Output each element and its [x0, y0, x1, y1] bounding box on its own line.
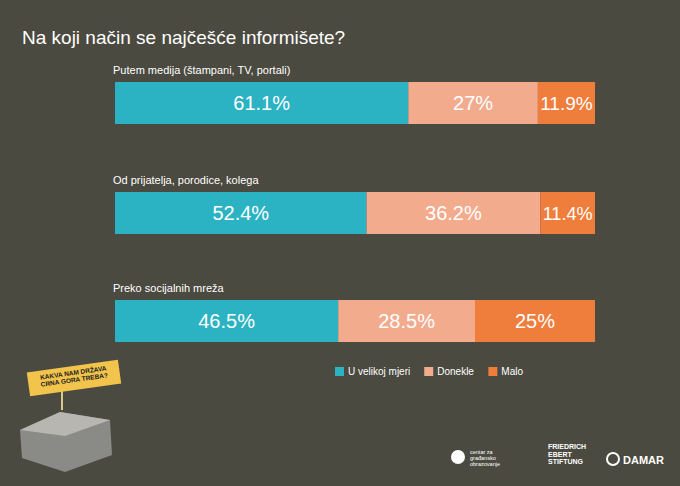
- logo-mark: [607, 453, 619, 465]
- data-label: 11.9%: [540, 93, 593, 114]
- data-label: 25%: [515, 310, 555, 332]
- title: Na koji način se najčešće informišete?: [22, 27, 345, 48]
- bar-segment: [538, 82, 595, 124]
- chart: Na koji način se najčešće informišete? Pu…: [0, 0, 680, 486]
- annotation: DAMAR: [623, 454, 664, 466]
- bar-segment: [408, 82, 538, 124]
- legend-label: Malo: [501, 366, 523, 377]
- block: [20, 412, 112, 472]
- data-label: 27%: [453, 92, 493, 114]
- sign: [27, 360, 121, 397]
- background: [0, 0, 680, 486]
- legend: U velikoj mjeri Donekle Malo: [335, 366, 523, 377]
- data-label: 61.1%: [233, 92, 290, 114]
- bar-segment: [540, 192, 595, 234]
- annotation-line: STIFTUNG: [548, 458, 584, 465]
- bar-segment: [367, 192, 541, 234]
- legend-label: U velikoj mjeri: [348, 366, 410, 377]
- bar-segment: [115, 192, 367, 234]
- data-label: 36.2%: [425, 202, 482, 224]
- sign-post: [61, 390, 63, 410]
- annotation-line: CRNA GORA TREBA?: [40, 371, 108, 387]
- logo-mark: [451, 450, 465, 464]
- bar-segment: [475, 300, 595, 342]
- legend-swatch: [424, 367, 433, 376]
- block-top: [20, 412, 110, 436]
- legend-swatch: [335, 367, 344, 376]
- bar-segment: [338, 300, 475, 342]
- annotation-line: obrazovanje: [470, 461, 500, 467]
- legend-label: Donekle: [437, 366, 474, 377]
- data-label: 52.4%: [212, 202, 269, 224]
- annotations: KAKVA NAM DRŽAVACRNA GORA TREBA? centar z…: [20, 360, 664, 472]
- annotation-line: EBERT: [548, 451, 572, 458]
- labels: Putem medija (štampani, TV, portali) 61.1…: [113, 64, 593, 332]
- annotation-line: DAMAR: [623, 454, 664, 466]
- bars: [115, 82, 595, 342]
- legend-swatch: [488, 367, 497, 376]
- annotation: centar zagrađanskoobrazovanje: [470, 449, 500, 467]
- annotation: FRIEDRICHEBERTSTIFTUNG: [548, 443, 586, 465]
- data-label: 46.5%: [198, 310, 255, 332]
- bar-segment: [115, 82, 408, 124]
- bar-segment: [115, 300, 338, 342]
- category-label: Preko socijalnih mreža: [113, 282, 225, 294]
- category-label: Od prijatelja, porodice, kolega: [113, 174, 259, 186]
- data-label: 28.5%: [378, 310, 435, 332]
- annotation: KAKVA NAM DRŽAVACRNA GORA TREBA?: [39, 363, 108, 387]
- annotation-line: FRIEDRICH: [548, 443, 586, 450]
- data-label: 11.4%: [543, 204, 593, 224]
- category-label: Putem medija (štampani, TV, portali): [113, 64, 290, 76]
